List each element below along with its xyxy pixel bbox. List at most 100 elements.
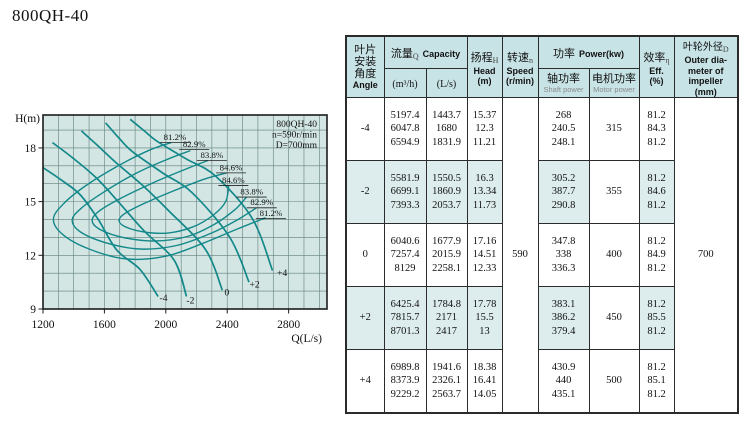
cell-shaft-power: 305.2 387.7 290.8 — [537, 160, 590, 224]
efficiency-contour-83.8% — [91, 159, 247, 242]
table-row: +4 6989.8 8373.9 9229.2 1941.6 2326.1 2563… — [345, 349, 738, 413]
header-diameter-zh: 叶轮外径 — [682, 42, 723, 53]
efficiency-label: 83.8% — [240, 186, 263, 196]
plot-background — [43, 115, 327, 309]
page-title: 800QH-40 — [12, 6, 89, 25]
cell-capacity-m3h: 6989.8 8373.9 9229.2 — [383, 349, 427, 413]
head-curve--4 — [43, 166, 159, 297]
cell-head: 17.78 15.5 13 — [466, 286, 503, 350]
efficiency-label: 84.6% — [220, 162, 243, 172]
header-efficiency-zh: 效率 — [643, 51, 666, 64]
header-unit-m3h: (m³/h) — [383, 68, 427, 98]
head-curve--2 — [51, 141, 188, 297]
table-row: -4 5197.4 6047.8 6594.9 1443.7 1680 1831.9… — [345, 97, 739, 413]
curve-label-+2: +2 — [249, 281, 259, 291]
cell-shaft-power: 347.8 338 336.3 — [537, 223, 590, 287]
efficiency-label: 84.6% — [222, 175, 245, 185]
cell-efficiency: 81.2 85.1 81.2 — [638, 349, 675, 413]
header-head-en: Head (m) — [473, 65, 496, 87]
cell-motor-power: 315 — [588, 97, 640, 161]
efficiency-label: 81.2% — [260, 208, 283, 218]
efficiency-label: 81.2% — [164, 132, 187, 142]
header-efficiency-en: Eff. (%) — [649, 65, 664, 87]
efficiency-label: 82.9% — [250, 197, 273, 207]
header-capacity-en: Capacity — [422, 48, 461, 59]
y-tick-label: 9 — [30, 304, 36, 316]
y-tick-label: 18 — [25, 143, 37, 155]
performance-chart: 1200 1600 2000 2400 2800 9 12 15 18 H(m) Q(L/s) 800… — [0, 95, 345, 345]
header-diameter: 叶轮外径D Outer dia- meter of impeller (mm) — [673, 35, 739, 98]
table-row: -2 5581.9 6699.1 7393.3 1550.5 1860.9 2053… — [345, 160, 738, 224]
cell-head: 16.3 13.34 11.73 — [466, 160, 503, 224]
header-angle: 叶片 安装 角度 Angle — [345, 35, 385, 98]
curve-label-+4: +4 — [277, 269, 287, 279]
cell-shaft-power: 268 240.5 248.1 — [537, 97, 590, 161]
header-shaft-zh: 轴功率 — [547, 72, 580, 85]
header-head-zh: 扬程 — [470, 51, 493, 64]
head-curve-0 — [80, 130, 224, 291]
plot-border — [42, 114, 328, 310]
x-axis-label: Q(L/s) — [291, 333, 322, 345]
header-power: 功率 Power(kw) — [537, 35, 640, 70]
y-tick-label: 15 — [25, 197, 37, 209]
curve-label-0: 0 — [225, 289, 230, 299]
cell-capacity-ls: 1550.5 1860.9 2053.7 — [425, 160, 468, 224]
cell-diameter: 700 — [673, 97, 739, 413]
header-unit-ls: (L/s) — [425, 68, 468, 98]
x-tick-label: 2400 — [216, 319, 239, 331]
chart-corner-note: 800QH-40 — [276, 120, 317, 130]
cell-capacity-m3h: 6040.6 7257.4 8129 — [383, 223, 427, 287]
curve-label--2: -2 — [186, 297, 194, 307]
cell-speed: 590 — [501, 97, 539, 413]
cell-capacity-ls: 1677.9 2015.9 2258.1 — [425, 223, 468, 287]
cell-efficiency: 81.2 84.3 81.2 — [638, 97, 675, 161]
cell-capacity-ls: 1443.7 1680 1831.9 — [425, 97, 468, 161]
cell-motor-power: 450 — [588, 286, 640, 350]
cell-motor-power: 500 — [588, 349, 640, 413]
header-angle-en: Angle — [352, 79, 378, 90]
chart-corner-note: D=700mm — [276, 141, 318, 151]
cell-angle: +2 — [345, 286, 385, 350]
header-angle-zh: 叶片 安装 角度 — [354, 43, 377, 80]
cell-head: 17.16 14.51 12.33 — [466, 223, 503, 287]
table-row: +2 6425.4 7815.7 8701.3 1784.8 2171 2417 17… — [345, 286, 738, 350]
x-tick-label: 2000 — [154, 319, 177, 331]
header-speed-sub: n — [529, 55, 533, 65]
efficiency-label: 83.8% — [200, 150, 223, 160]
table-row: 0 6040.6 7257.4 8129 1677.9 2015.9 2258.1 1… — [345, 223, 738, 287]
header-shaft-power: 轴功率 Shaft power — [537, 68, 590, 98]
x-tick-label: 1600 — [93, 319, 116, 331]
performance-chart-svg: 1200 1600 2000 2400 2800 9 12 15 18 H(m) Q(L/s) 800… — [15, 113, 328, 345]
cell-capacity-ls: 1941.6 2326.1 2563.7 — [425, 349, 468, 413]
header-speed-zh: 转速 — [507, 51, 529, 64]
y-axis-label: H(m) — [15, 113, 40, 125]
header-motor-en: Motor power — [593, 84, 635, 94]
cell-capacity-m3h: 5581.9 6699.1 7393.3 — [383, 160, 427, 224]
header-head-sub: H — [492, 55, 499, 65]
head-curve-+2 — [104, 122, 250, 283]
header-power-en: Power(kw) — [578, 48, 624, 59]
cell-motor-power: 355 — [588, 160, 640, 224]
y-tick-label: 12 — [25, 250, 37, 262]
header-speed: 转速n Speed (r/min) — [501, 35, 539, 98]
header-capacity-sub: Q — [412, 51, 419, 61]
header-diameter-sub: D — [722, 45, 729, 54]
cell-efficiency: 81.2 84.6 81.2 — [638, 160, 675, 224]
x-tick-label: 2800 — [277, 319, 300, 331]
cell-shaft-power: 383.1 386.2 379.4 — [537, 286, 590, 350]
cell-efficiency: 81.2 85.5 81.2 — [638, 286, 675, 350]
x-tick-label: 1200 — [32, 319, 55, 331]
header-power-zh: 功率 — [552, 47, 575, 60]
cell-head: 18.38 16.41 14.05 — [466, 349, 503, 413]
header-efficiency-sub: η — [665, 55, 670, 65]
header-motor-zh: 电机功率 — [592, 72, 636, 85]
head-curve-+4 — [129, 118, 274, 271]
cell-angle: +4 — [345, 349, 385, 413]
cell-capacity-m3h: 5197.4 6047.8 6594.9 — [383, 97, 427, 161]
curve-label--4: -4 — [160, 294, 168, 304]
cell-capacity-m3h: 6425.4 7815.7 8701.3 — [383, 286, 427, 350]
pump-data-table: 叶片 安装 角度 Angle 流量Q Capacity 扬程H Head (m)… — [345, 35, 739, 414]
cell-shaft-power: 430.9 440 435.1 — [537, 349, 590, 413]
cell-angle: -4 — [345, 97, 385, 161]
cell-angle: -2 — [345, 160, 385, 224]
